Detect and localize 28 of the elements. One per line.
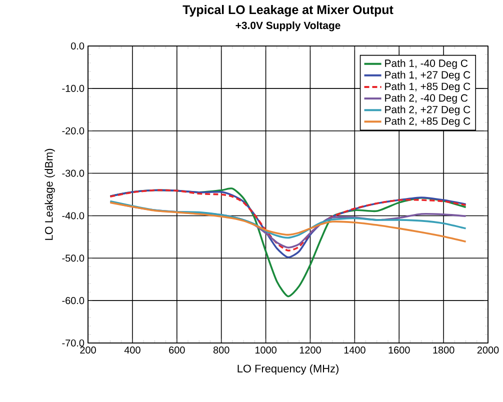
x-tick-label: 2000 [477,346,499,354]
x-tick-label: 1600 [388,346,410,354]
y-tick-label: 0.0 [71,42,84,50]
legend-label: Path 2, +27 Deg C [385,106,470,116]
x-tick-label: 1800 [433,346,454,354]
x-tick-label: 200 [80,346,96,354]
y-tick-label: -50.0 [62,254,84,262]
x-tick-label: 800 [213,346,230,354]
legend-label: Path 2, -40 Deg C [385,94,468,104]
y-axis-title: LO Leakage (dBm) [44,148,55,240]
legend-label: Path 2, +85 Deg C [385,117,470,127]
y-tick-label: -70.0 [62,339,84,347]
legend-label: Path 1, +27 Deg C [385,70,470,81]
legend-label: Path 1, -40 Deg C [385,59,468,70]
chart-subtitle: +3.0V Supply Voltage [236,21,340,32]
x-tick-label: 400 [124,346,140,354]
y-tick-label: -60.0 [62,297,84,304]
x-tick-label: 1200 [300,346,321,354]
legend-label: Path 1, +85 Deg C [385,82,470,92]
y-tick-label: -30.0 [62,170,84,177]
x-tick-label: 600 [169,346,185,354]
x-tick-label: 1000 [255,346,276,354]
x-tick-label: 1400 [344,346,366,354]
y-tick-label: -10.0 [62,84,84,92]
y-tick-label: -40.0 [62,212,84,220]
y-tick-label: -20.0 [62,127,84,134]
x-axis-title: LO Frequency (MHz) [238,364,338,375]
chart-title: Typical LO Leakage at Mixer Output [182,4,394,17]
